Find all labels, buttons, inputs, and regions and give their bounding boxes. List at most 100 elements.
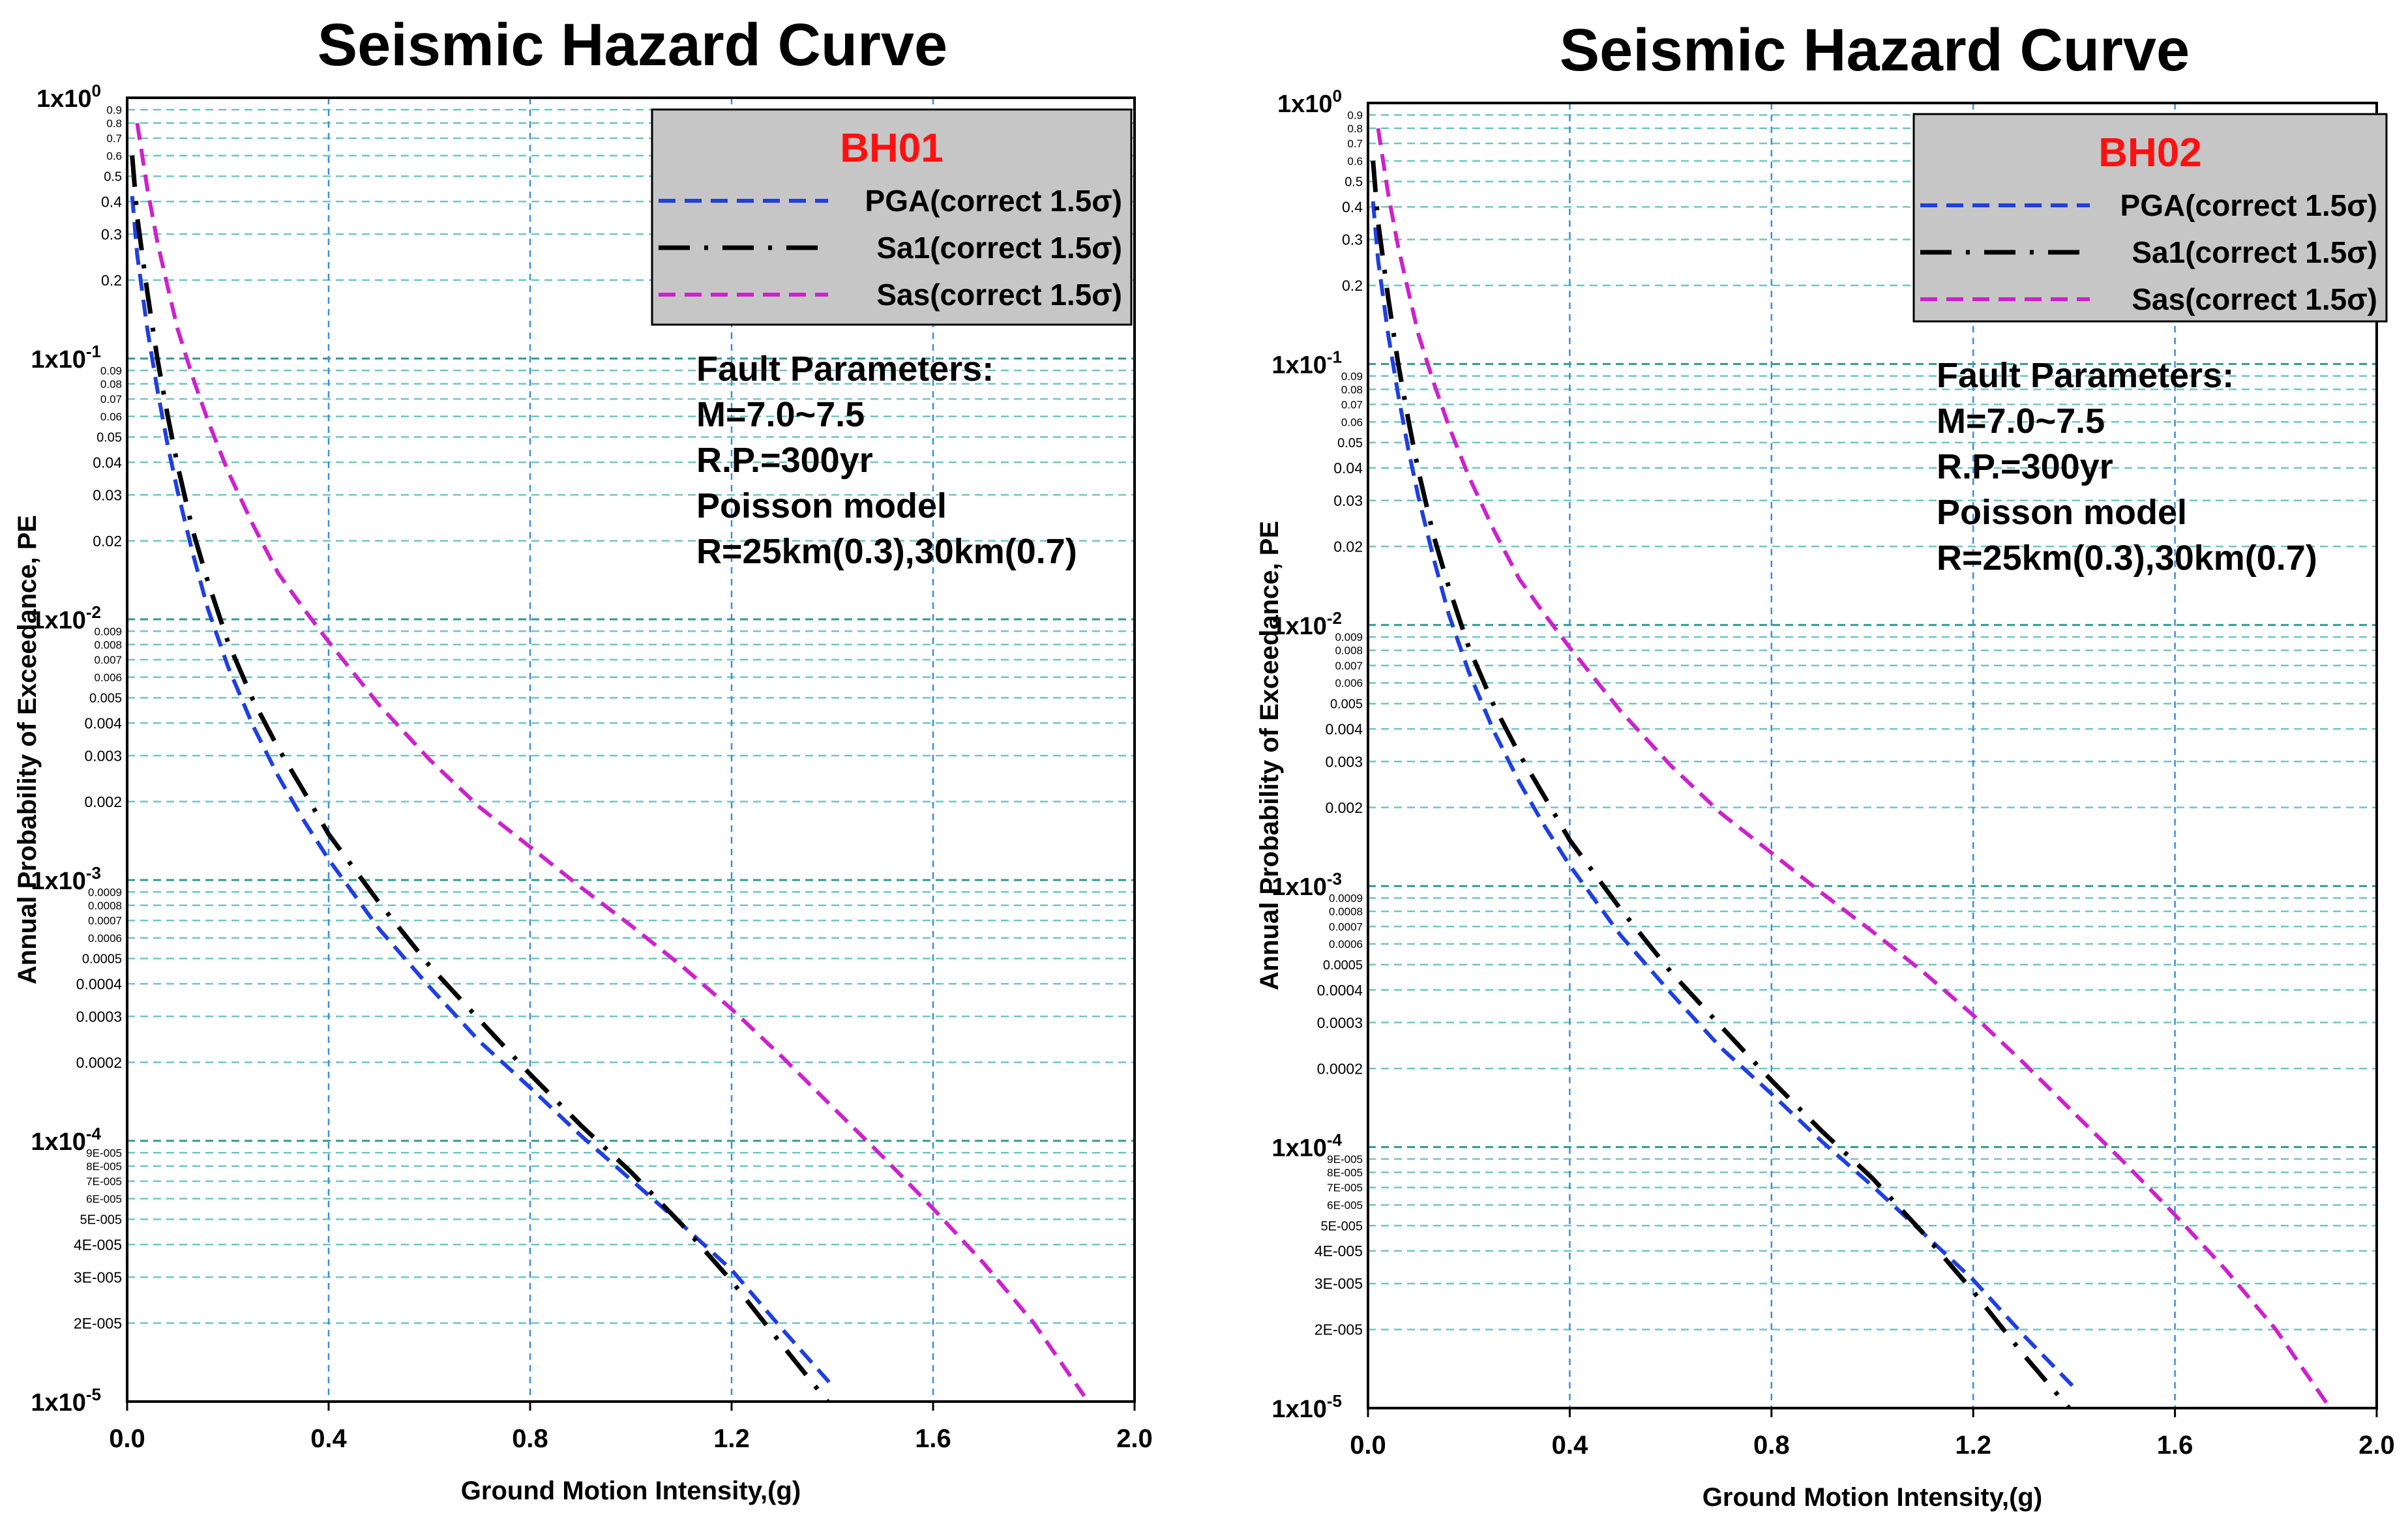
y-minor-label: 0.05 (97, 431, 122, 445)
annotation-line-5: R=25km(0.3),30km(0.7) (1937, 538, 2317, 578)
y-minor-label: 0.007 (94, 654, 122, 666)
y-minor-label: 0.0003 (1317, 1014, 1363, 1031)
y-major-base: 1x10 (1271, 1396, 1327, 1423)
y-minor-label: 0.3 (1342, 231, 1363, 248)
annotation-line-3: R.P.=300yr (1937, 447, 2113, 486)
y-minor-label: 0.004 (84, 714, 122, 731)
y-minor-label: 0.004 (1325, 720, 1363, 737)
legend-label-2: Sa1(correct 1.5σ) (876, 231, 1122, 265)
x-tick-label: 0.4 (1552, 1431, 1588, 1460)
y-minor-label: 0.0002 (76, 1054, 122, 1071)
y-minor-label: 4E-005 (1315, 1243, 1363, 1259)
y-minor-label: 0.07 (100, 393, 122, 405)
y-minor-label: 0.03 (93, 486, 122, 503)
y-axis-label: Annual Probability of Exceedance, PE (13, 515, 42, 984)
y-minor-label: 0.0003 (76, 1008, 122, 1025)
y-major-exponent: -2 (86, 602, 101, 622)
chart-panel-1: Seismic Hazard Curve 0.0 0.4 0.8 1.2 1.6 2.0 1x… (13, 12, 1153, 1505)
x-tick-label: 0.8 (512, 1424, 548, 1453)
y-minor-label: 0.006 (1335, 677, 1363, 690)
y-major-label: 1x10-5 (1271, 1391, 1342, 1423)
y-minor-label: 3E-005 (1315, 1275, 1363, 1292)
x-tick-label: 0.4 (310, 1424, 347, 1453)
y-major-base: 1x10 (37, 85, 92, 113)
y-minor-label: 0.8 (106, 117, 122, 130)
y-major-exponent: -5 (86, 1385, 101, 1404)
y-major-label: 1x10-2 (1271, 608, 1342, 640)
legend-box (1912, 113, 2388, 323)
y-major-base: 1x10 (1271, 1135, 1327, 1162)
annotation-line-5: R=25km(0.3),30km(0.7) (696, 532, 1077, 571)
y-minor-label: 0.009 (94, 625, 122, 638)
y-minor-label: 0.7 (1347, 138, 1363, 150)
y-major-base: 1x10 (31, 346, 86, 374)
y-minor-label: 0.03 (1333, 492, 1363, 509)
y-major-base: 1x10 (31, 1128, 86, 1156)
y-minor-label: 2E-005 (74, 1315, 122, 1332)
annotation-line-2: M=7.0~7.5 (1937, 402, 2105, 441)
y-axis-label: Annual Probability of Exceedance, PE (1255, 521, 1284, 990)
y-major-exponent: -2 (1327, 608, 1342, 628)
y-minor-label: 0.007 (1335, 660, 1363, 672)
y-major-base: 1x10 (31, 607, 86, 634)
annotation-line-2: M=7.0~7.5 (696, 395, 865, 434)
series-line-3 (1376, 128, 2328, 1404)
y-minor-label: 0.5 (104, 170, 122, 184)
annotation-line-1: Fault Parameters: (1937, 356, 2234, 395)
x-axis-label: Ground Motion Intensity,(g) (1702, 1483, 2042, 1512)
y-minor-label: 0.0007 (88, 915, 122, 927)
y-minor-label: 0.0009 (88, 886, 122, 898)
y-minor-label: 0.0005 (82, 952, 122, 967)
y-minor-label: 0.008 (94, 639, 122, 651)
y-major-base: 1x10 (1277, 91, 1333, 118)
y-minor-label: 0.002 (84, 793, 122, 810)
annotation-line-1: Fault Parameters: (696, 349, 994, 389)
legend-label-1: PGA(correct 1.5σ) (865, 184, 1122, 218)
legend-title: BH01 (840, 126, 944, 171)
y-major-label: 1x10-2 (31, 602, 101, 634)
y-minor-label: 0.02 (93, 533, 122, 550)
y-major-label: 1x10-3 (1271, 869, 1342, 901)
y-major-label: 1x10-4 (1271, 1130, 1342, 1162)
x-tick-label: 1.2 (713, 1424, 750, 1453)
chart-title: Seismic Hazard Curve (1560, 17, 2190, 83)
legend-label-3: Sas(correct 1.5σ) (2132, 282, 2377, 316)
y-major-exponent: 0 (92, 81, 101, 100)
y-minor-label: 0.3 (101, 226, 122, 243)
y-minor-label: 0.0004 (1317, 982, 1363, 999)
x-tick-label: 0.0 (1350, 1431, 1386, 1460)
y-major-label: 1x10-1 (31, 342, 101, 374)
series-line-1 (130, 196, 834, 1387)
y-minor-label: 0.005 (89, 692, 122, 706)
y-minor-label: 0.0008 (1329, 905, 1363, 918)
y-minor-label: 0.8 (1347, 123, 1363, 135)
y-minor-label: 0.0002 (1317, 1060, 1363, 1077)
y-minor-label: 4E-005 (74, 1236, 122, 1253)
y-minor-label: 2E-005 (1315, 1321, 1363, 1338)
y-minor-label: 0.2 (101, 272, 122, 289)
y-major-exponent: -4 (86, 1124, 102, 1143)
y-major-exponent: -3 (86, 863, 101, 883)
y-major-label: 1x10-1 (1271, 347, 1342, 379)
y-minor-label: 0.09 (1341, 370, 1363, 383)
y-minor-label: 0.06 (1341, 416, 1363, 428)
plot-frame (1367, 102, 2378, 1409)
y-major-label: 1x100 (37, 81, 101, 113)
series-line-2 (1371, 160, 2072, 1408)
y-minor-label: 0.5 (1345, 175, 1363, 190)
y-minor-label: 0.9 (106, 104, 122, 116)
y-minor-label: 5E-005 (80, 1213, 123, 1228)
y-major-base: 1x10 (31, 868, 86, 895)
x-tick-label: 0.8 (1753, 1431, 1790, 1460)
y-minor-label: 0.008 (1335, 645, 1363, 657)
y-minor-label: 0.05 (1337, 436, 1363, 450)
legend-box (651, 108, 1133, 326)
y-minor-label: 0.7 (106, 132, 122, 145)
series-line-2 (130, 155, 831, 1402)
y-minor-label: 8E-005 (86, 1160, 122, 1173)
y-major-base: 1x10 (1271, 874, 1327, 901)
y-minor-label: 9E-005 (86, 1147, 122, 1159)
y-minor-label: 3E-005 (74, 1269, 122, 1286)
y-major-label: 1x10-3 (31, 863, 101, 895)
y-minor-label: 0.006 (94, 671, 122, 684)
